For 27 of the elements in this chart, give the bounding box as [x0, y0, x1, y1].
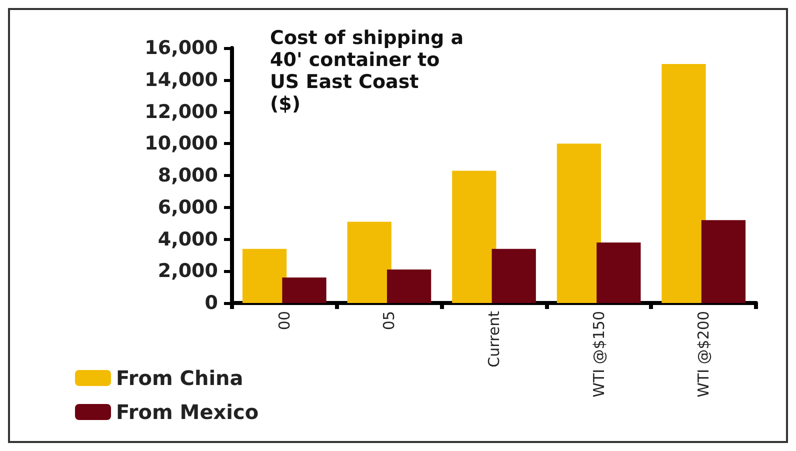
y-tick-label: 8,000 — [158, 164, 218, 186]
x-tick-label: WTI @$150 — [590, 311, 608, 398]
bar — [347, 222, 392, 303]
bar — [662, 64, 706, 303]
bar — [596, 242, 641, 303]
bar — [452, 170, 496, 303]
legend-label: From Mexico — [116, 400, 259, 424]
x-tick-label: 05 — [380, 311, 398, 330]
bar — [701, 220, 746, 303]
bar — [556, 144, 602, 303]
bar — [242, 248, 287, 303]
bar — [386, 270, 432, 303]
x-tick-label: 00 — [275, 311, 294, 330]
bar — [492, 248, 536, 303]
x-tick-label: Current — [485, 310, 503, 368]
y-tick-label: 14,000 — [144, 68, 218, 91]
x-tick-label: WTI @$200 — [694, 311, 713, 398]
y-tick-label: 12,000 — [144, 100, 218, 123]
y-tick-label: 6,000 — [158, 196, 218, 218]
bar — [282, 278, 326, 303]
y-tick-label: 2,000 — [158, 260, 218, 282]
text: Cost of shipping a 40' container to US East Coast ($) — [270, 27, 464, 115]
y-tick-label: 10,000 — [144, 132, 218, 155]
y-tick-label: 4,000 — [158, 228, 218, 250]
legend-label: From China — [116, 366, 244, 390]
y-tick-label: 16,000 — [144, 37, 218, 59]
y-tick-label: 0 — [204, 292, 218, 314]
